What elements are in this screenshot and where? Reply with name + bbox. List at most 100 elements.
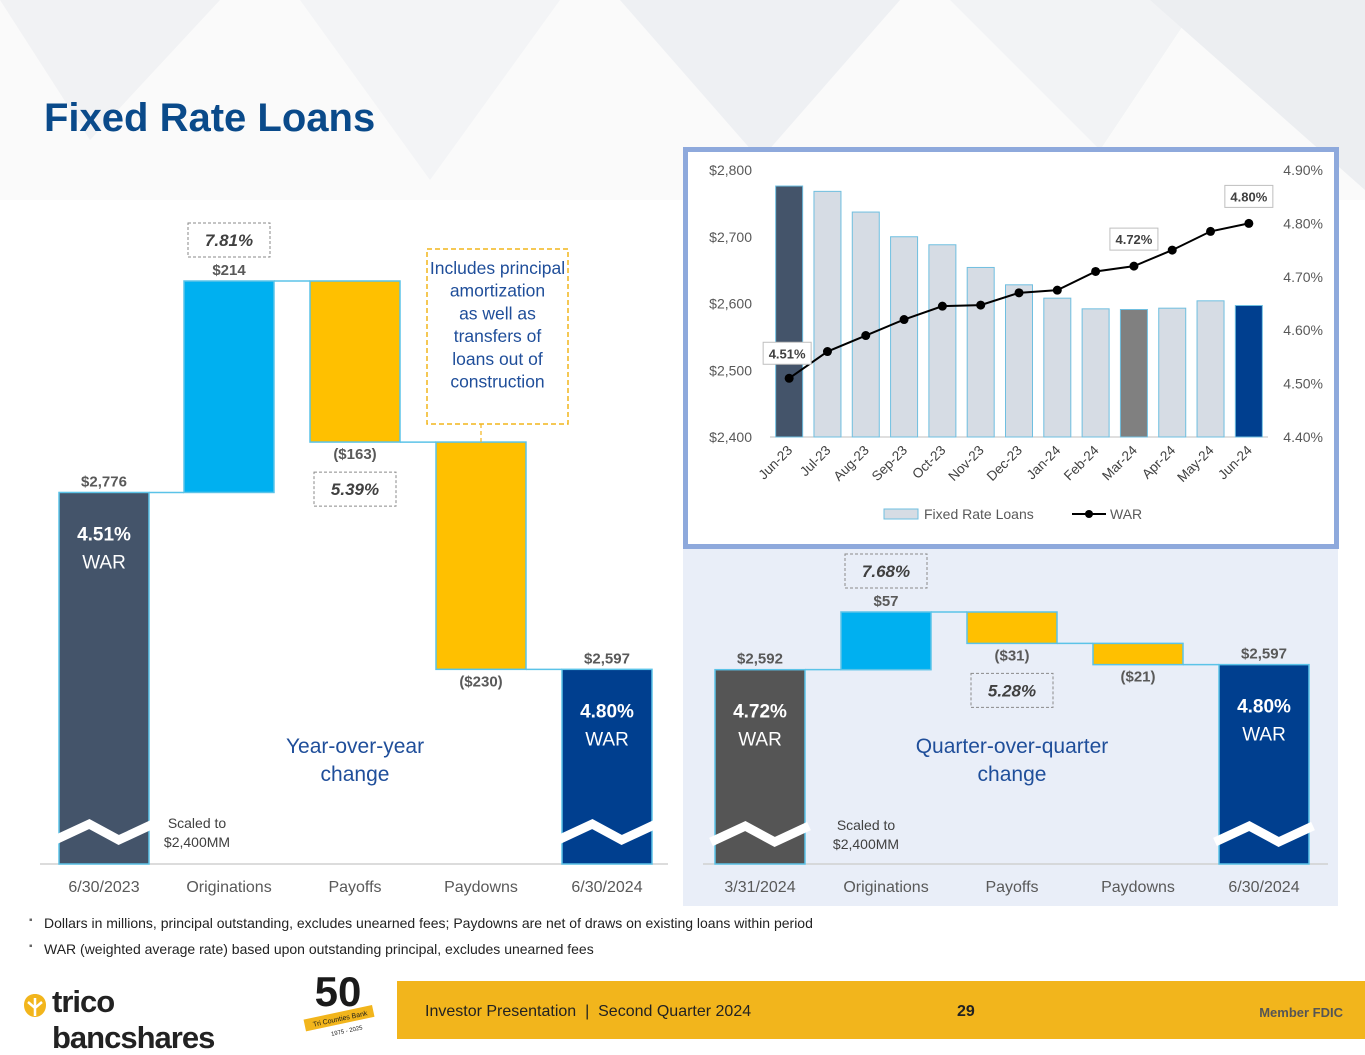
war-point (1206, 226, 1216, 236)
x-tick-label: Apr-24 (1139, 442, 1179, 482)
footnote-dollars: Dollars in millions, principal outstandi… (29, 915, 813, 931)
war-annotation: 4.51% (769, 346, 806, 361)
value-label: $2,597 (584, 650, 630, 667)
war-point (1014, 288, 1024, 298)
category-label: Paydowns (444, 879, 518, 896)
rate-box (187, 222, 271, 258)
war-point (1244, 218, 1254, 228)
war-label: WAR (738, 730, 782, 751)
rate-label: 5.39% (331, 480, 379, 499)
war-point (899, 315, 909, 325)
war-annotation-box (1224, 184, 1274, 208)
war-annotation: 4.72% (1115, 232, 1152, 247)
y-right-tick: 4.90% (1283, 162, 1323, 178)
value-label: ($163) (333, 446, 376, 463)
callout-text: construction (450, 372, 544, 392)
chart-caption: change (978, 763, 1047, 786)
company-logo: trico bancshares (22, 984, 282, 1055)
war-point (976, 300, 986, 310)
rate-box (970, 672, 1054, 708)
war-point (1052, 285, 1062, 295)
category-label: 6/30/2024 (571, 879, 642, 896)
war-point (822, 347, 832, 357)
callout-text: amortization (450, 281, 545, 301)
war-value: 4.80% (1237, 697, 1291, 718)
monthly-bar (1043, 297, 1072, 438)
footer-bar: Investor Presentation | Second Quarter 2… (397, 981, 1365, 1039)
company-name: trico bancshares (52, 984, 215, 1055)
monthly-bar (1196, 300, 1225, 438)
war-annotation-box (762, 341, 812, 365)
anniversary-number: 50 (315, 968, 362, 1015)
war-point (1091, 266, 1101, 276)
chart-caption: Year-over-year (286, 735, 424, 758)
category-label: 6/30/2024 (1228, 879, 1299, 896)
category-label: Originations (843, 879, 928, 896)
monthly-bar (1081, 308, 1110, 438)
y-right-tick: 4.80% (1283, 215, 1323, 231)
value-label: ($31) (994, 647, 1029, 664)
monthly-bar (890, 236, 919, 438)
waterfall-bar-payoffs (309, 280, 401, 443)
chart-caption: Quarter-over-quarter (916, 735, 1109, 758)
legend-swatch-bars (883, 508, 919, 520)
scale-note: Scaled to (837, 817, 896, 833)
war-point (861, 331, 871, 341)
legend-label: Fixed Rate Loans (924, 506, 1034, 522)
footnote-war: WAR (weighted average rate) based upon o… (29, 941, 594, 957)
monthly-bar (1234, 305, 1263, 438)
x-tick-label: Oct-23 (909, 443, 948, 482)
page-number: 29 (957, 1003, 975, 1020)
scale-break-mark (556, 818, 658, 846)
monthly-bar (1119, 309, 1148, 438)
value-label: $2,776 (81, 473, 127, 490)
waterfall-bar-6-30-2023 (58, 491, 150, 865)
y-right-tick: 4.60% (1283, 322, 1323, 338)
category-label: Payoffs (985, 879, 1038, 896)
monthly-bar (1158, 307, 1187, 438)
y-left-tick: $2,500 (709, 362, 752, 378)
category-label: 6/30/2023 (68, 879, 139, 896)
yoy-waterfall-chart: $2,776 $214 ($163) ($230) $2,597 6/30/2023 Ori… (40, 222, 668, 896)
value-label: $2,597 (1241, 646, 1287, 663)
category-label: Paydowns (1101, 879, 1175, 896)
y-left-tick: $2,700 (709, 229, 752, 245)
logo-mark-icon (24, 994, 46, 1017)
anniversary-years: 1975 - 2025 (331, 1025, 364, 1038)
rate-label: 5.28% (988, 681, 1036, 700)
war-label: WAR (1242, 725, 1286, 746)
background-pattern (0, 0, 1365, 200)
war-label: WAR (82, 552, 126, 573)
waterfall-bar-originations (183, 280, 275, 494)
x-tick-label: Jul-23 (797, 443, 834, 480)
monthly-bar (928, 244, 957, 438)
y-right-tick: 4.70% (1283, 269, 1323, 285)
monthly-bar (966, 266, 995, 438)
rate-box (844, 553, 928, 589)
y-left-tick: $2,800 (709, 162, 752, 178)
war-point (1167, 245, 1177, 255)
war-annotation: 4.80% (1230, 189, 1267, 204)
war-label: WAR (585, 729, 629, 750)
x-tick-label: Jun-23 (755, 443, 795, 483)
scale-break-mark (709, 820, 811, 848)
waterfall-bar-paydowns (1092, 642, 1184, 666)
value-label: ($21) (1120, 669, 1155, 686)
war-value: 4.72% (733, 702, 787, 723)
y-right-tick: 4.40% (1283, 429, 1323, 445)
monthly-trend-chart: $2,400 $2,500 $2,600 $2,700 $2,800 4.40% 4.50%… (709, 162, 1323, 522)
rate-label: 7.81% (205, 231, 253, 250)
war-point (1129, 261, 1139, 271)
category-label: Payoffs (328, 879, 381, 896)
war-value: 4.51% (77, 524, 131, 545)
callout-box (426, 248, 569, 425)
legend-label: WAR (1110, 506, 1142, 522)
monthly-bar (1005, 284, 1033, 438)
waterfall-bar-payoffs (966, 611, 1058, 645)
value-label: $214 (212, 262, 246, 279)
monthly-trend-panel: $2,400 $2,500 $2,600 $2,700 $2,800 4.40% 4.50%… (683, 147, 1339, 549)
x-tick-label: Sep-23 (869, 443, 910, 484)
x-tick-label: May-24 (1174, 442, 1217, 485)
y-left-tick: $2,600 (709, 296, 752, 312)
x-tick-label: Nov-23 (945, 443, 986, 484)
